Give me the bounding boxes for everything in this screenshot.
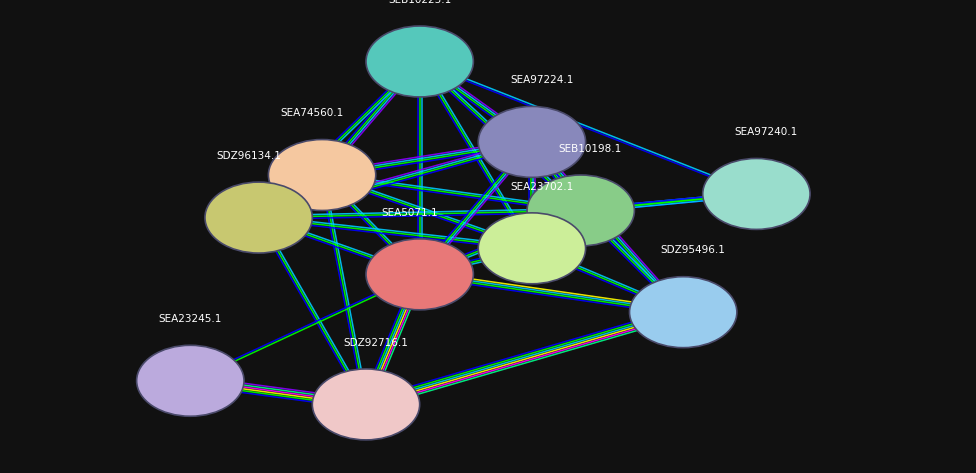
Ellipse shape bbox=[478, 106, 586, 177]
Ellipse shape bbox=[137, 345, 244, 416]
Text: SEA5071.1: SEA5071.1 bbox=[382, 208, 438, 218]
Text: SEA74560.1: SEA74560.1 bbox=[281, 108, 344, 118]
Ellipse shape bbox=[366, 239, 473, 310]
Text: SDZ92716.1: SDZ92716.1 bbox=[344, 338, 408, 348]
Ellipse shape bbox=[268, 140, 376, 210]
Ellipse shape bbox=[366, 26, 473, 97]
Ellipse shape bbox=[478, 213, 586, 284]
Text: SEA97240.1: SEA97240.1 bbox=[735, 127, 797, 137]
Text: SDZ96134.1: SDZ96134.1 bbox=[217, 151, 281, 161]
Text: SEA97224.1: SEA97224.1 bbox=[510, 75, 573, 85]
Text: SEA23702.1: SEA23702.1 bbox=[510, 182, 573, 192]
Ellipse shape bbox=[205, 182, 312, 253]
Ellipse shape bbox=[703, 158, 810, 229]
Ellipse shape bbox=[527, 175, 634, 246]
Text: SEB10223.1: SEB10223.1 bbox=[388, 0, 451, 5]
Text: SEB10198.1: SEB10198.1 bbox=[559, 144, 622, 154]
Ellipse shape bbox=[312, 369, 420, 440]
Text: SDZ95496.1: SDZ95496.1 bbox=[661, 245, 725, 255]
Text: SEA23245.1: SEA23245.1 bbox=[159, 314, 222, 324]
Ellipse shape bbox=[630, 277, 737, 348]
